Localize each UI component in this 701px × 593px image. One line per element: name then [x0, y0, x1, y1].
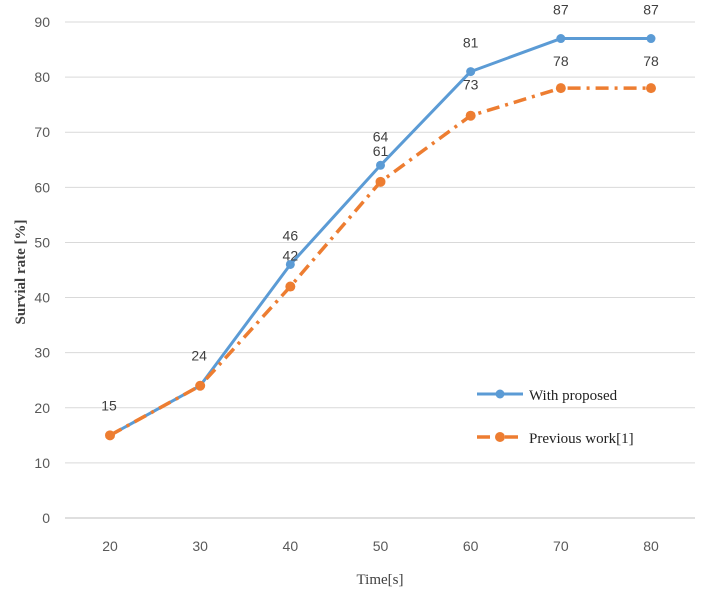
data-label: 78 — [643, 53, 659, 69]
data-labels: 15 24 46 64 81 87 87 42 61 73 78 78 — [101, 2, 659, 414]
legend: With proposed Previous work[1] — [477, 388, 634, 447]
data-label: 15 — [101, 397, 117, 413]
data-label: 81 — [463, 35, 479, 51]
y-tick-label: 90 — [34, 14, 50, 30]
y-tick-label: 80 — [34, 69, 50, 85]
legend-label: Previous work[1] — [529, 431, 634, 447]
y-tick-label: 60 — [34, 179, 50, 195]
data-label: 73 — [463, 77, 479, 93]
data-label: 24 — [191, 348, 207, 364]
y-tick-label: 10 — [34, 455, 50, 471]
data-point — [646, 83, 656, 94]
data-label: 87 — [643, 2, 659, 18]
x-tick-label: 60 — [463, 538, 479, 554]
x-tick-label: 30 — [192, 538, 208, 554]
data-point — [195, 380, 206, 391]
data-point — [105, 430, 115, 441]
data-label: 64 — [373, 128, 389, 144]
data-point — [555, 83, 566, 94]
legend-swatch-marker — [495, 432, 505, 442]
data-label: 61 — [373, 143, 389, 159]
gridlines — [65, 21, 695, 519]
data-label: 87 — [553, 2, 569, 18]
x-tick-label: 40 — [283, 538, 299, 554]
x-tick-label: 20 — [102, 538, 118, 554]
data-point — [465, 110, 476, 121]
data-point — [376, 160, 385, 170]
legend-swatch-marker — [495, 389, 505, 399]
y-tick-label: 20 — [34, 400, 50, 416]
data-point — [466, 67, 476, 77]
series-layer — [105, 34, 656, 441]
y-tick-label: 0 — [42, 510, 50, 526]
data-point — [375, 176, 386, 187]
data-label: 42 — [283, 248, 299, 264]
y-axis-ticks: 0 10 20 30 40 50 60 70 80 90 — [34, 14, 50, 526]
data-label: 46 — [283, 227, 299, 243]
data-point — [646, 34, 656, 44]
legend-label: With proposed — [529, 388, 618, 404]
x-axis-ticks: 20 30 40 50 60 70 80 — [102, 538, 659, 554]
data-point — [285, 259, 295, 269]
y-tick-label: 70 — [34, 124, 50, 140]
data-point — [556, 34, 566, 44]
y-tick-label: 40 — [34, 290, 50, 306]
data-label: 78 — [553, 53, 569, 69]
series-line-with-proposed — [109, 37, 651, 437]
y-tick-label: 30 — [34, 345, 50, 361]
x-tick-label: 80 — [643, 538, 659, 554]
x-axis-title: Time[s] — [357, 572, 404, 588]
y-tick-label: 50 — [34, 234, 50, 250]
x-tick-label: 50 — [373, 538, 389, 554]
data-point — [285, 281, 296, 292]
y-axis-title: Survial rate [%] — [13, 220, 29, 325]
x-tick-label: 70 — [553, 538, 569, 554]
